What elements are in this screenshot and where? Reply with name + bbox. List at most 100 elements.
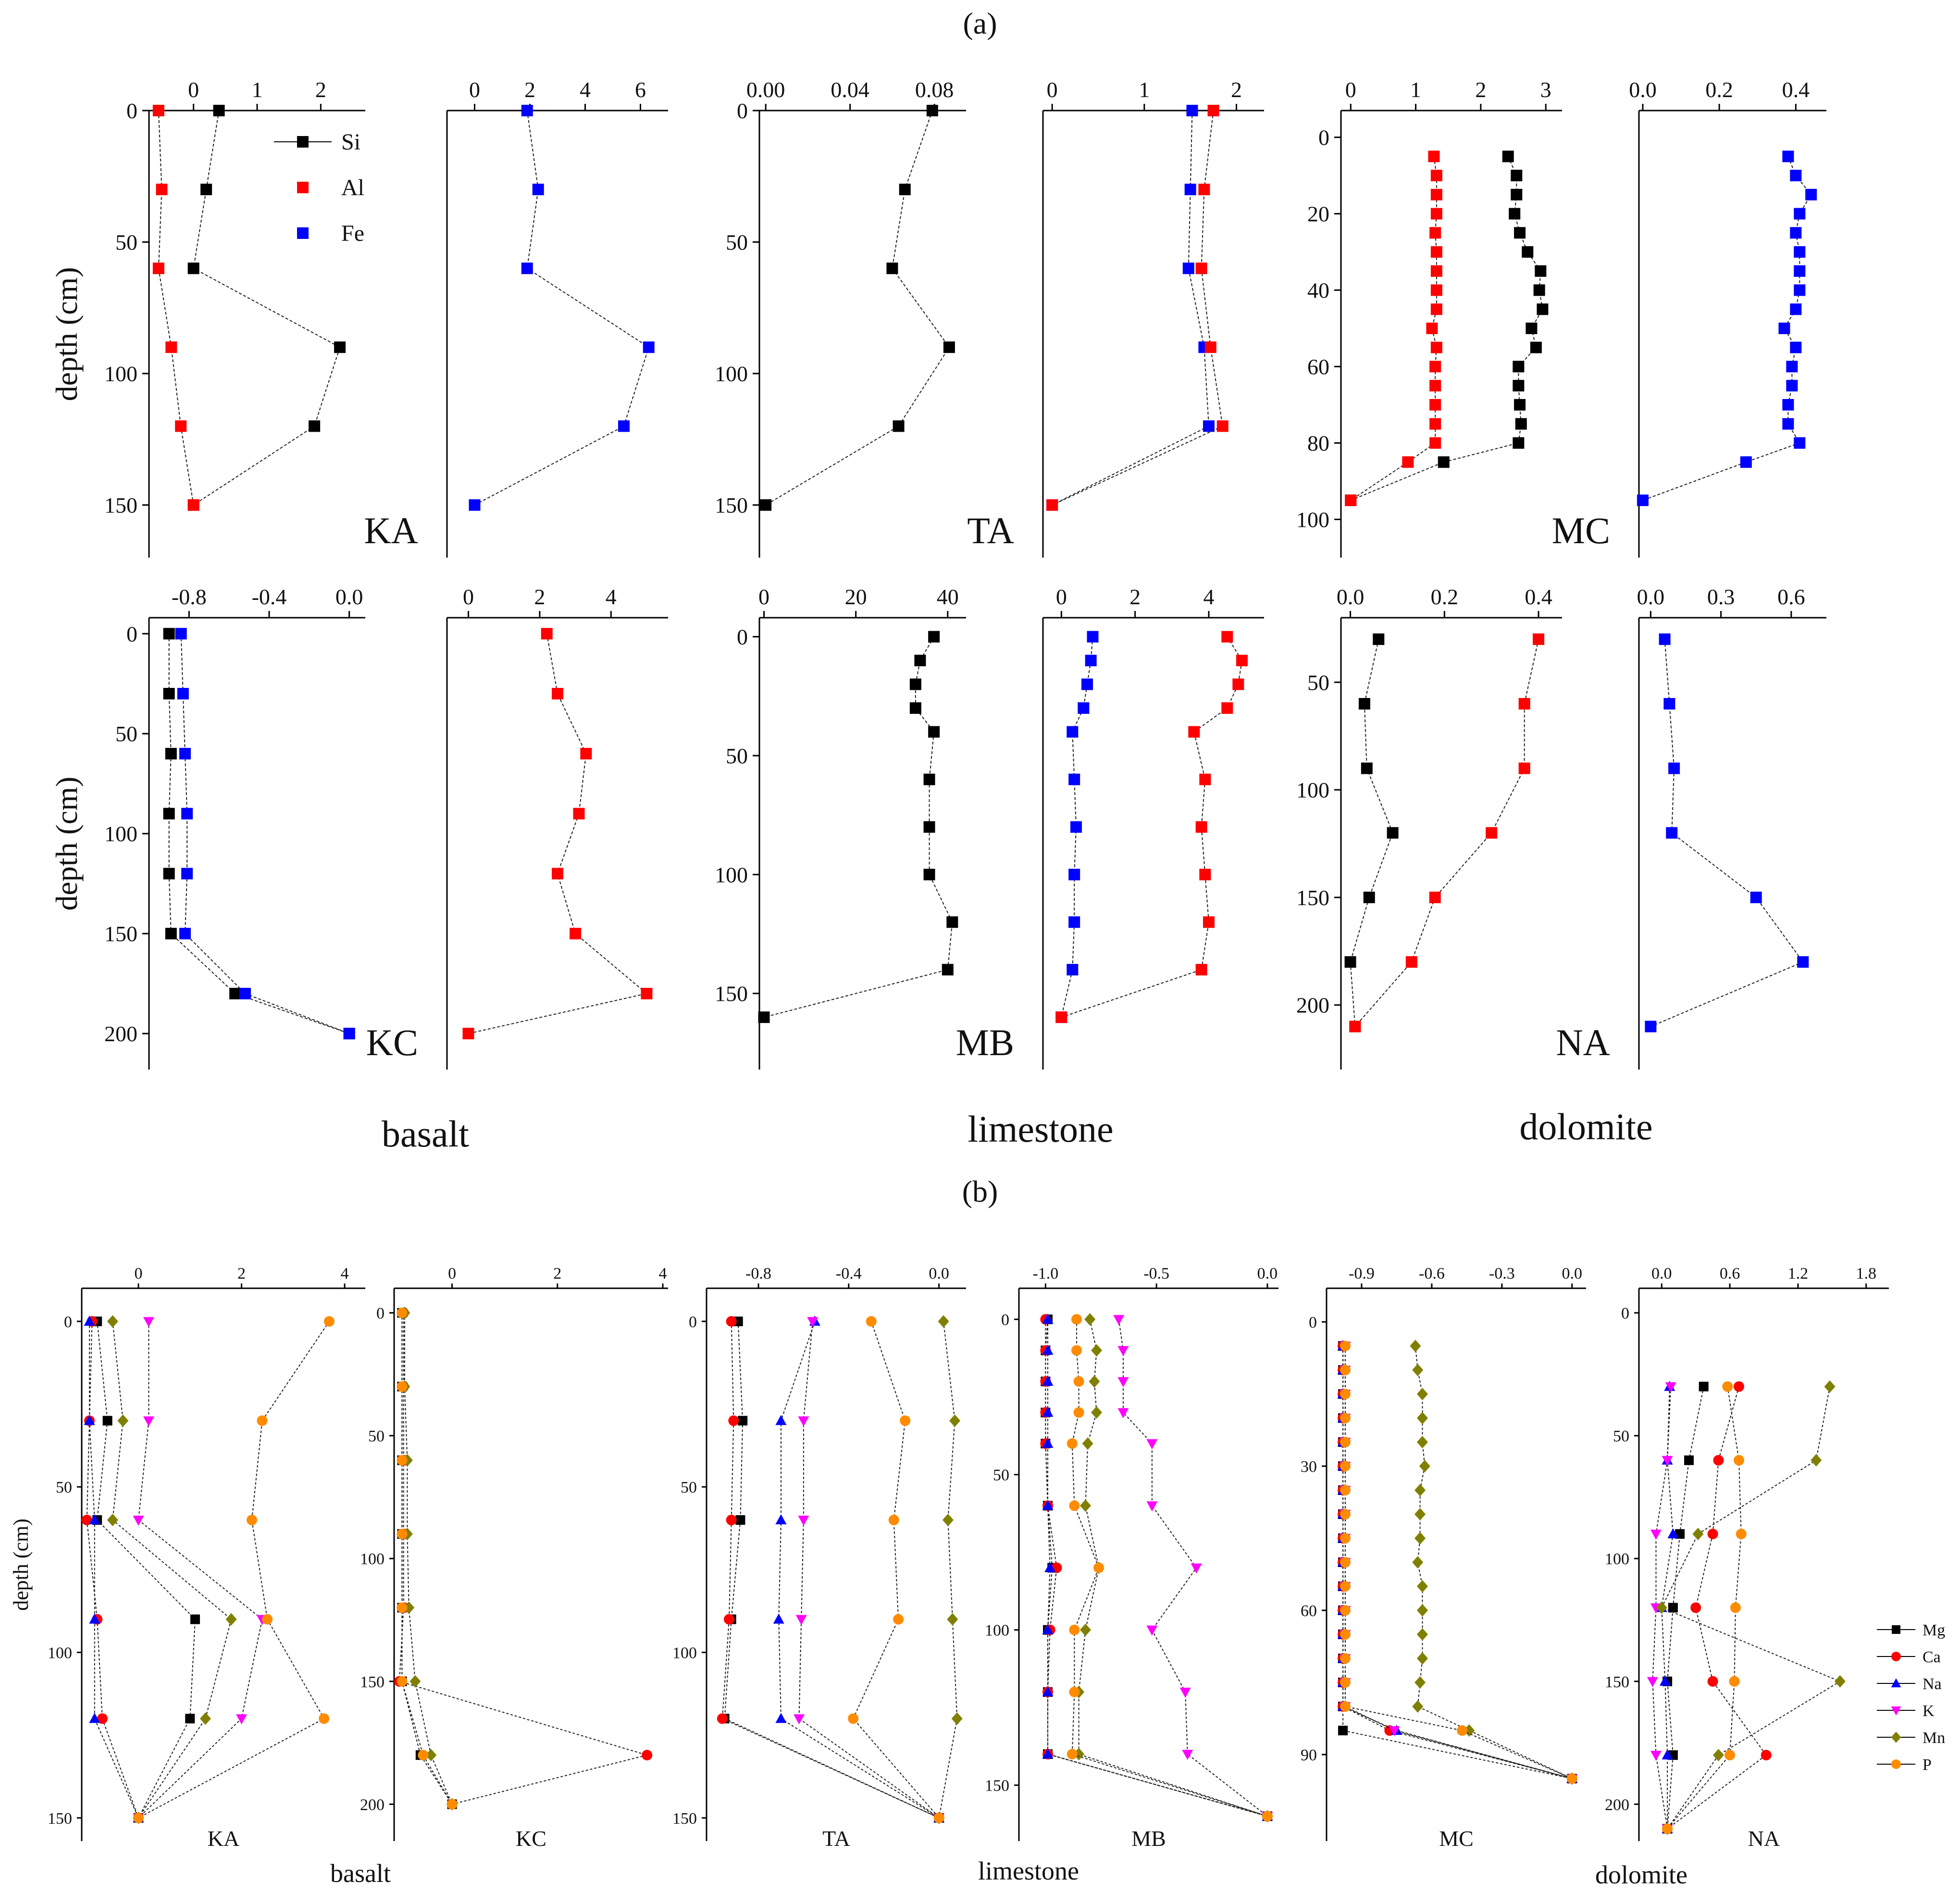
marker-Al-1 [1430,170,1442,182]
marker-P-1 [397,1381,408,1392]
marker-Si-2 [886,262,898,274]
marker-Al-8 [1430,303,1442,315]
marker-P-5 [133,1812,144,1823]
x-tick-label: 0 [463,585,474,609]
marker-Al-3 [573,808,585,820]
marker-Al-2 [152,262,164,274]
x-tick-label: -0.8 [172,585,207,609]
marker-Ca-5 [1761,1750,1772,1761]
marker-Si-2 [187,262,199,274]
marker-Mn-5 [409,1675,421,1688]
marker-Mn-2 [1416,1388,1428,1400]
x-tick-label: 0.0 [1651,1265,1672,1283]
x-tick-label: 0.6 [1720,1265,1740,1283]
series-line-Mn [1414,1345,1573,1779]
marker-Mn-3 [225,1613,237,1626]
marker-Si-3 [1509,208,1521,220]
chart-a-KC-right: 0 2 4 KC [366,585,668,1070]
marker-Fe-11 [1786,361,1798,373]
marker-P-13 [1340,1653,1351,1664]
marker-Mg-1 [102,1416,112,1426]
marker-P-0 [1071,1314,1082,1325]
marker-K-7 [1146,1625,1158,1636]
marker-Na-2 [775,1514,787,1525]
y-tick-label: 150 [985,1777,1009,1795]
x-tick-label: 2 [1475,77,1486,102]
marker-Fe-15 [1794,437,1806,449]
x-tick-label: 4 [580,77,591,102]
marker-Si-10 [1530,341,1542,353]
chart-a-TA-left: 0.00 0.04 0.08 0 50 100 150 [715,77,966,558]
marker-Si-0 [1373,633,1385,645]
marker-K-1 [1117,1346,1129,1357]
marker-P-7 [1069,1624,1080,1635]
series-line-Ca [398,1313,649,1805]
marker-Mn-0 [1410,1340,1421,1352]
y-tick-label: 100 [1296,508,1329,532]
x-tick-label: 1 [1139,77,1150,102]
y-tick-label: 0 [737,99,748,123]
marker-legend-Fe-2 [297,227,309,239]
marker-P-9 [1067,1749,1078,1760]
marker-Al-7 [462,1028,474,1040]
marker-Ca-2 [1707,1529,1718,1540]
x-tick-label: 0 [1056,585,1067,609]
y-tick-label: 150 [1296,885,1329,910]
marker-Mn-2 [942,1514,954,1527]
marker-Si-5 [1344,956,1356,968]
chart-b-MC: -0.9 -0.6 -0.3 0.0 0 30 60 90 MC [1301,1265,1586,1851]
marker-K-2 [1650,1530,1662,1540]
series-line-Al [1061,636,1243,1018]
marker-Fe-3 [1078,702,1090,714]
marker-Fe-6 [239,987,251,999]
marker-Mn-3 [1091,1406,1103,1419]
x-tick-label: 2 [237,1265,246,1283]
marker-P-2 [888,1515,899,1526]
marker-Fe-0 [1659,633,1671,645]
series-line-P [1344,1346,1573,1779]
marker-P-8 [1340,1533,1351,1544]
y-tick-label: 60 [1301,1602,1317,1620]
marker-P-1 [900,1415,911,1426]
marker-Mn-9 [1412,1556,1424,1569]
marker-Mn-2 [1089,1375,1100,1388]
marker-legend-Na-2 [1891,1678,1901,1688]
marker-Si-3 [943,341,955,353]
marker-Fe-17 [1637,494,1649,506]
marker-Fe-5 [179,928,191,940]
y-tick-label: 100 [104,822,137,846]
marker-P-3 [893,1614,904,1625]
marker-K-0 [1665,1382,1676,1393]
y-tick-label: 150 [104,922,137,946]
marker-legend-Mn-4 [1891,1731,1901,1743]
marker-Si-10 [758,1011,770,1023]
marker-Fe-7 [343,1028,355,1040]
marker-Na-9 [1042,1748,1054,1759]
marker-Al-0 [1428,150,1440,162]
x-tick-label: -1.0 [1032,1265,1058,1283]
x-tick-label: 20 [845,585,867,609]
x-tick-label: 40 [937,585,959,609]
marker-Al-1 [1198,184,1210,196]
marker-Mg-3 [1668,1603,1678,1613]
y-tick-label: 200 [360,1796,385,1814]
marker-Fe-1 [532,184,544,196]
marker-Ca-0 [726,1316,737,1327]
marker-Si-0 [163,628,175,640]
x-tick-label: 0.0 [929,1265,949,1283]
x-tick-label: 1.8 [1856,1265,1876,1283]
marker-Al-8 [1203,916,1215,928]
marker-Al-4 [552,868,563,880]
marker-P-1 [1071,1345,1082,1356]
marker-K-4 [1146,1439,1158,1450]
series-line-Mg [1342,1346,1573,1779]
marker-Na-2 [1667,1528,1679,1539]
marker-Al-10 [1055,1011,1067,1023]
marker-P-2 [247,1515,257,1526]
series-line-Al [158,110,194,505]
marker-P-6 [1093,1562,1104,1573]
chart-a-NA-left: 0.0 0.2 0.4 50 100 150 200 [1296,585,1562,1070]
marker-Fe-3 [643,341,655,353]
chart-a-MC-left: 0 1 2 3 0 20 40 60 80 100 [1296,77,1562,558]
marker-Mn-5 [1712,1749,1724,1762]
